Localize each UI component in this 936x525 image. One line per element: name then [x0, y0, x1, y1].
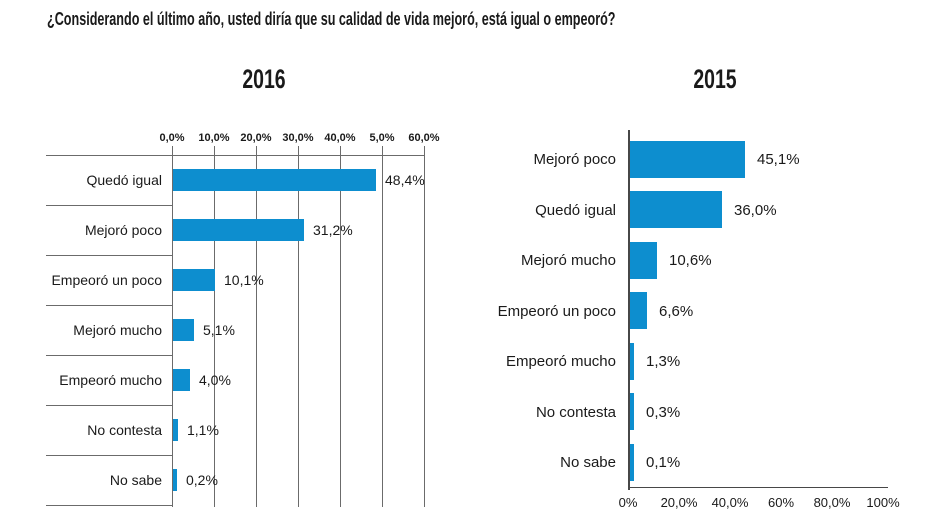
category-label: No contesta [87, 422, 162, 438]
bar [173, 319, 194, 341]
value-label: 31,2% [313, 222, 353, 238]
gridline [214, 146, 215, 507]
value-label: 10,6% [669, 251, 712, 269]
chart-2016-title: 2016 [242, 64, 286, 94]
axis-tick-label: 20,0% [240, 132, 272, 144]
bar [630, 343, 634, 380]
axis-tick-label: 40,0% [711, 495, 749, 510]
bar [630, 292, 647, 329]
gridline [382, 146, 383, 507]
axis-tick-label: 80,0% [813, 495, 851, 510]
category-label: Quedó igual [86, 172, 162, 188]
row-separator [46, 355, 172, 356]
value-label: 5,1% [203, 322, 235, 338]
chart-2015-title: 2015 [693, 64, 737, 94]
category-label: No sabe [560, 453, 616, 471]
axis-tick-label: 0,0% [159, 132, 185, 144]
bar [173, 169, 376, 191]
value-axis-line [46, 155, 424, 156]
category-label: Mejoró mucho [520, 251, 616, 269]
category-label: Quedó igual [535, 201, 616, 219]
gridline [424, 146, 425, 507]
category-label: Empeoró un poco [497, 302, 616, 320]
value-label: 0,2% [186, 472, 218, 488]
category-label: Empeoró mucho [505, 352, 616, 370]
value-axis-line [628, 487, 888, 488]
category-label: Empeoró mucho [59, 372, 162, 388]
axis-tick-label: 60,0% [408, 132, 440, 144]
bar [630, 393, 634, 430]
bar [173, 269, 215, 291]
category-label: Mejoró mucho [73, 322, 162, 338]
category-label: Mejoró poco [84, 222, 162, 238]
value-label: 36,0% [734, 201, 777, 219]
value-label: 1,1% [187, 422, 219, 438]
bar [173, 369, 190, 391]
axis-tick-label: 5,0% [369, 132, 395, 144]
axis-tick-label: 100% [866, 495, 900, 510]
axis-tick-label: 60% [767, 495, 795, 510]
gridline [256, 146, 257, 507]
gridline [172, 146, 173, 507]
category-label: No contesta [535, 403, 616, 421]
row-separator [46, 255, 172, 256]
value-label: 4,0% [199, 372, 231, 388]
row-separator [46, 405, 172, 406]
axis-tick-label: 20,0% [660, 495, 698, 510]
page-title: ¿Considerando el último año, usted diría… [47, 9, 616, 29]
bar [630, 242, 657, 279]
row-separator [46, 205, 172, 206]
bar [173, 469, 177, 491]
value-label: 1,3% [646, 352, 681, 370]
value-label: 10,1% [224, 272, 264, 288]
row-separator [46, 455, 172, 456]
row-separator [46, 505, 172, 506]
value-label: 0,3% [646, 403, 681, 421]
bar [173, 419, 178, 441]
gridline [340, 146, 341, 507]
axis-tick-label: 10,0% [198, 132, 230, 144]
value-label: 0,1% [646, 453, 681, 471]
bar [630, 444, 634, 481]
axis-tick-label: 40,0% [324, 132, 356, 144]
category-label: Empeoró un poco [51, 272, 162, 288]
axis-tick-label: 30,0% [282, 132, 314, 144]
value-label: 48,4% [385, 172, 425, 188]
value-label: 45,1% [757, 150, 800, 168]
gridline [298, 146, 299, 507]
category-label: No sabe [109, 472, 162, 488]
bar [630, 141, 745, 178]
axis-tick-label: 0% [618, 495, 638, 510]
bar [630, 191, 722, 228]
value-label: 6,6% [659, 302, 694, 320]
category-axis-line [628, 130, 630, 490]
bar [173, 219, 304, 241]
row-separator [46, 305, 172, 306]
category-label: Mejoró poco [533, 150, 616, 168]
